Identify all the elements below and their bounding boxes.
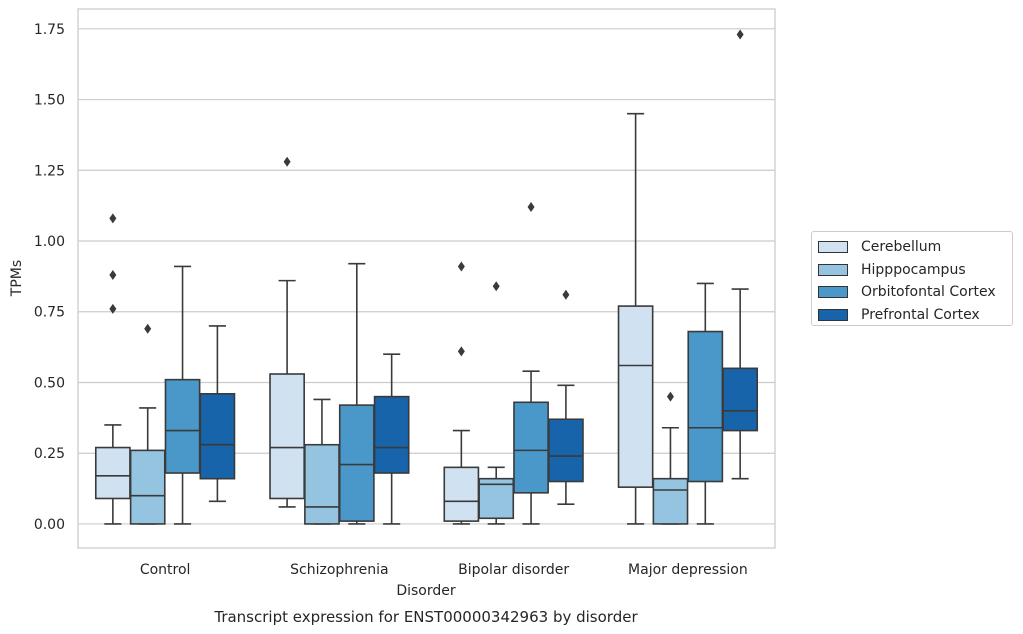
outlier-point — [492, 281, 500, 292]
legend-label: Cerebellum — [861, 239, 942, 256]
outlier-point — [736, 29, 744, 40]
legend-swatch — [818, 241, 848, 254]
y-tick-label: 0.50 — [34, 375, 65, 391]
legend-item: Orbitofontal Cortex — [818, 281, 1012, 304]
box — [94, 446, 131, 500]
outlier-point — [457, 346, 465, 357]
box — [617, 305, 654, 488]
x-tick-label: Major depression — [628, 562, 748, 578]
outlier-point — [109, 303, 117, 314]
box — [548, 418, 584, 483]
legend-label: Orbitofontal Cortex — [861, 284, 996, 301]
legend-item: Cerebellum — [818, 236, 1012, 259]
outlier-point — [109, 269, 117, 280]
box — [722, 367, 759, 432]
box — [687, 330, 724, 483]
box — [304, 443, 340, 525]
y-tick-label: 0.00 — [34, 517, 65, 533]
y-axis-label: TPMs — [9, 260, 25, 297]
outlier-point — [527, 202, 535, 213]
legend-label: Prefrontal Cortex — [861, 306, 980, 323]
legend: Cerebellum Hipppocampus Orbitofontal Cor… — [811, 231, 1013, 326]
y-tick-label: 1.25 — [34, 163, 65, 179]
box — [164, 378, 201, 474]
y-tick-labels: 0.00 0.25 0.50 0.75 1.00 1.25 1.50 1.75 — [34, 22, 65, 533]
legend-item: Prefrontal Cortex — [818, 304, 1012, 327]
chart-title: Transcript expression for ENST0000034296… — [213, 608, 638, 626]
box — [199, 392, 236, 480]
x-tick-label: Control — [140, 562, 191, 578]
outlier-point — [666, 391, 674, 402]
box — [129, 449, 166, 525]
outlier-point — [457, 261, 465, 272]
box-plots — [94, 29, 759, 525]
legend-swatch — [818, 263, 848, 276]
x-axis-label: Disorder — [396, 583, 456, 599]
legend-item: Hipppocampus — [818, 259, 1012, 282]
y-tick-label: 1.75 — [34, 22, 65, 38]
legend-label: Hipppocampus — [861, 261, 966, 278]
box — [478, 477, 515, 520]
box — [338, 404, 375, 522]
outlier-point — [283, 156, 291, 167]
x-tick-label: Schizophrenia — [290, 562, 388, 578]
x-tick-label: Bipolar disorder — [458, 562, 569, 578]
outlier-point — [144, 323, 152, 334]
y-tick-label: 0.25 — [34, 446, 65, 462]
y-tick-label: 0.75 — [34, 305, 65, 321]
box — [373, 395, 410, 474]
plot-frame — [77, 8, 776, 549]
outlier-point — [109, 213, 117, 224]
box — [513, 401, 549, 494]
legend-swatch — [818, 308, 848, 321]
outlier-point — [562, 289, 570, 300]
box — [652, 477, 689, 525]
box — [269, 373, 305, 500]
y-tick-label: 1.50 — [34, 93, 65, 109]
box — [443, 466, 480, 522]
legend-swatch — [818, 286, 848, 299]
x-tick-labels: Control Schizophrenia Bipolar disorder Majo… — [140, 562, 748, 578]
y-tick-label: 1.00 — [34, 234, 65, 250]
